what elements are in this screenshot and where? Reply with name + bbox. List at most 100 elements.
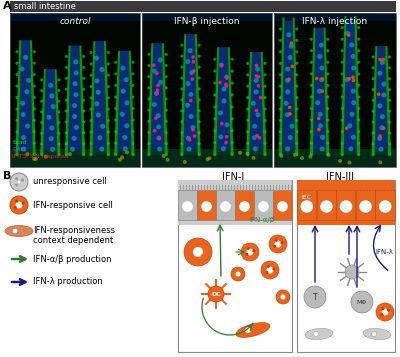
Bar [254,190,272,220]
Circle shape [90,74,92,77]
Circle shape [16,119,18,122]
Circle shape [382,57,386,61]
Circle shape [73,60,78,65]
Circle shape [341,107,344,110]
Circle shape [236,272,240,277]
Circle shape [372,142,375,145]
Circle shape [180,153,183,156]
Polygon shape [114,51,120,155]
Circle shape [21,178,24,182]
Circle shape [182,201,193,212]
Bar [317,190,336,220]
Circle shape [114,84,117,87]
Circle shape [285,66,290,71]
Circle shape [40,132,43,135]
Circle shape [388,88,391,91]
Circle shape [40,110,43,114]
Circle shape [58,79,60,81]
Circle shape [25,124,30,129]
Circle shape [165,75,168,78]
Circle shape [188,48,193,53]
Circle shape [286,32,291,37]
Circle shape [58,100,60,103]
Text: small intestine: small intestine [14,2,76,11]
Circle shape [40,89,43,92]
Circle shape [255,134,259,137]
Ellipse shape [363,328,391,340]
Circle shape [124,100,130,105]
Circle shape [154,91,159,96]
Circle shape [231,105,234,109]
Circle shape [97,135,102,140]
Circle shape [264,119,266,122]
Circle shape [224,75,229,80]
Circle shape [191,128,195,131]
Circle shape [264,130,266,134]
Circle shape [377,103,382,108]
Circle shape [180,66,183,69]
Circle shape [96,112,101,117]
Circle shape [280,154,284,158]
Circle shape [218,134,223,139]
Circle shape [378,160,382,164]
Circle shape [317,89,322,94]
Circle shape [287,77,291,81]
Circle shape [49,125,54,130]
Circle shape [231,141,234,144]
Circle shape [264,85,266,88]
Circle shape [357,61,360,64]
Circle shape [65,110,68,112]
Circle shape [351,89,356,94]
Circle shape [267,265,270,268]
Circle shape [40,79,43,81]
Circle shape [315,100,320,105]
Circle shape [382,126,386,130]
Circle shape [345,31,350,36]
Circle shape [218,110,223,115]
Circle shape [289,44,294,49]
Polygon shape [249,52,264,155]
Circle shape [224,122,230,127]
Circle shape [341,142,344,145]
Polygon shape [344,16,357,155]
Circle shape [21,146,26,151]
Circle shape [277,201,288,212]
Circle shape [156,89,159,92]
Circle shape [148,53,150,56]
Circle shape [33,107,36,110]
Circle shape [198,131,201,134]
Circle shape [15,183,18,186]
Circle shape [156,84,160,87]
Circle shape [261,261,279,279]
Circle shape [189,70,194,75]
Circle shape [132,107,134,110]
Circle shape [247,247,250,250]
Circle shape [246,119,249,122]
Circle shape [272,267,275,270]
Circle shape [231,129,234,132]
Circle shape [359,200,372,213]
Circle shape [190,125,196,130]
Polygon shape [16,40,21,155]
Circle shape [310,119,313,121]
Circle shape [213,117,216,120]
Bar [10,13,140,167]
Circle shape [280,295,286,300]
Circle shape [380,114,385,119]
Polygon shape [148,43,153,155]
Circle shape [388,131,391,135]
Circle shape [308,155,312,159]
Circle shape [218,81,222,84]
Polygon shape [310,27,316,155]
Circle shape [58,142,60,146]
Circle shape [16,142,18,145]
Circle shape [148,142,150,145]
Circle shape [90,96,92,99]
Circle shape [357,49,360,52]
Circle shape [275,239,278,242]
Circle shape [380,313,384,316]
Circle shape [246,142,249,145]
Circle shape [90,85,92,88]
Circle shape [304,286,326,308]
Circle shape [357,130,360,133]
